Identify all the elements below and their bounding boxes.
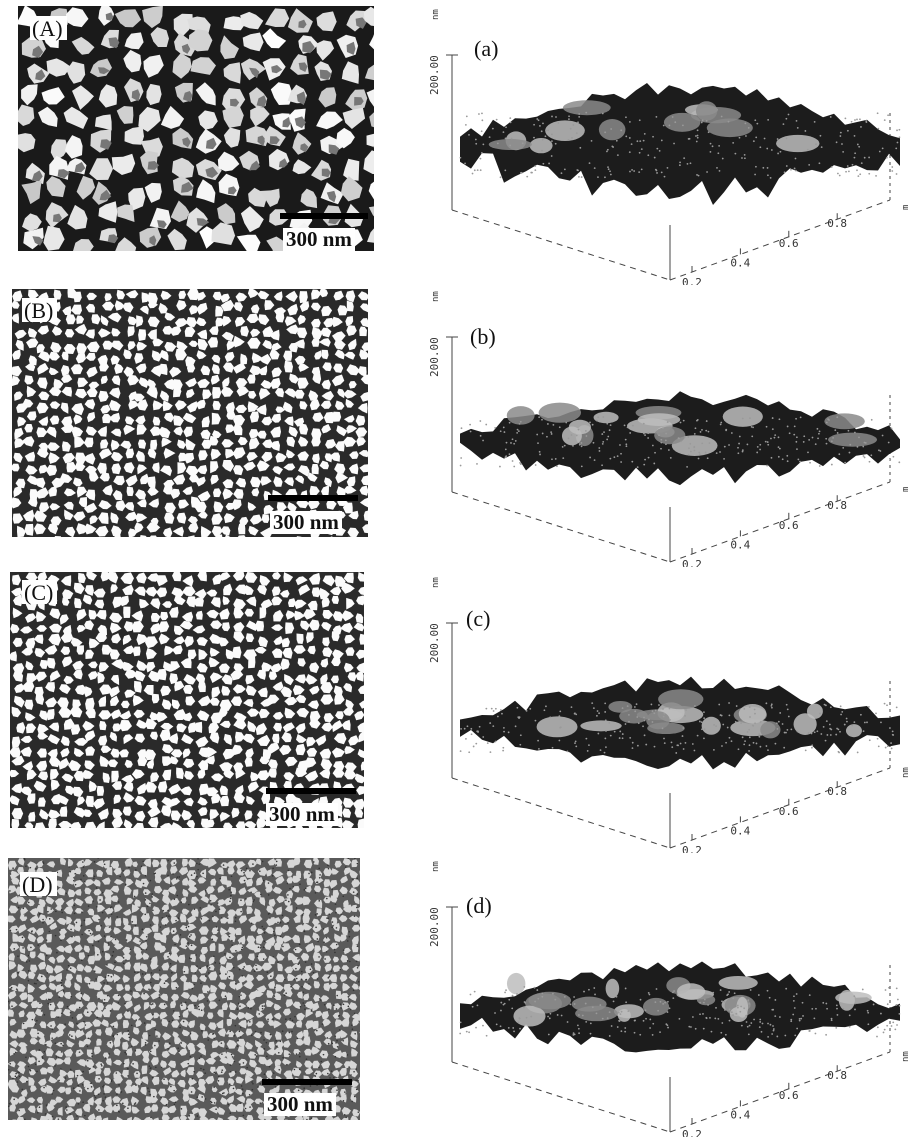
tick-label: 0.6 [779, 1089, 799, 1102]
scale-bar-c [266, 788, 356, 794]
tick-label: 0.6 [779, 805, 799, 818]
afm-label-c: (c) [466, 606, 491, 631]
z-unit-label: nm [431, 861, 441, 872]
xy-unit-label: m [901, 205, 911, 210]
scale-text-d: 300 nm [264, 1092, 336, 1117]
tick-label: 0.4 [730, 256, 750, 269]
sem-panel-d [8, 858, 360, 1120]
tick-label: 0.2 [682, 558, 702, 567]
tick-label: 0.6 [779, 237, 799, 250]
xy-unit-label: nm [901, 1051, 911, 1062]
tick-label: 0.8 [827, 785, 847, 798]
sem-label-b: (B) [22, 298, 58, 322]
z-unit-label: nm [431, 291, 441, 302]
z-axis-label: 200.00 [428, 55, 441, 95]
tick-label: 0.8 [827, 499, 847, 512]
tick-label: 0.4 [730, 1108, 750, 1121]
z-unit-label: nm [431, 9, 441, 20]
z-axis-label: 200.00 [428, 337, 441, 377]
afm-label-b: (b) [470, 324, 496, 349]
sem-panel-c [10, 572, 364, 828]
afm-plot-a: 200.00 nm m 0.2 0.4 0.6 0.8 [428, 9, 911, 285]
tick-label: 0.4 [730, 538, 750, 551]
tick-label: 0.4 [730, 824, 750, 837]
scale-bar-a [280, 213, 368, 219]
tick-label: 0.6 [779, 519, 799, 532]
tick-label: 0.8 [827, 1069, 847, 1082]
scale-text-c: 300 nm [266, 802, 338, 827]
scale-text-b: 300 nm [270, 510, 342, 535]
scale-bar-d [262, 1079, 352, 1085]
afm-plot-d: 200.00 nm nm 0.2 0.4 0.6 0.8 [428, 861, 911, 1137]
xy-unit-label: nm [901, 767, 911, 778]
sem-image-c [10, 572, 364, 828]
z-axis-label: 200.00 [428, 623, 441, 663]
scale-text-a: 300 nm [283, 227, 355, 252]
afm-label-d: (d) [466, 893, 492, 918]
xy-unit-label: m [901, 487, 911, 492]
afm-label-a: (a) [474, 36, 499, 61]
tick-label: 0.8 [827, 217, 847, 230]
afm-plot-c: 200.00 nm nm 0.2 0.4 0.6 0.8 [428, 577, 911, 853]
z-axis-label: 200.00 [428, 907, 441, 947]
sem-label-a: (A) [30, 16, 67, 40]
sem-label-d: (D) [20, 872, 57, 896]
afm-surface [460, 83, 900, 205]
tick-label: 0.2 [682, 844, 702, 853]
tick-label: 0.2 [682, 1128, 702, 1137]
afm-surface [460, 961, 900, 1053]
z-unit-label: nm [431, 577, 441, 588]
tick-label: 0.2 [682, 276, 702, 285]
sem-label-c: (C) [22, 580, 58, 604]
sem-image-d [8, 858, 360, 1120]
afm-plot-b: 200.00 nm m 0.2 0.4 0.6 0.8 [428, 291, 911, 567]
scale-bar-b [268, 495, 358, 501]
